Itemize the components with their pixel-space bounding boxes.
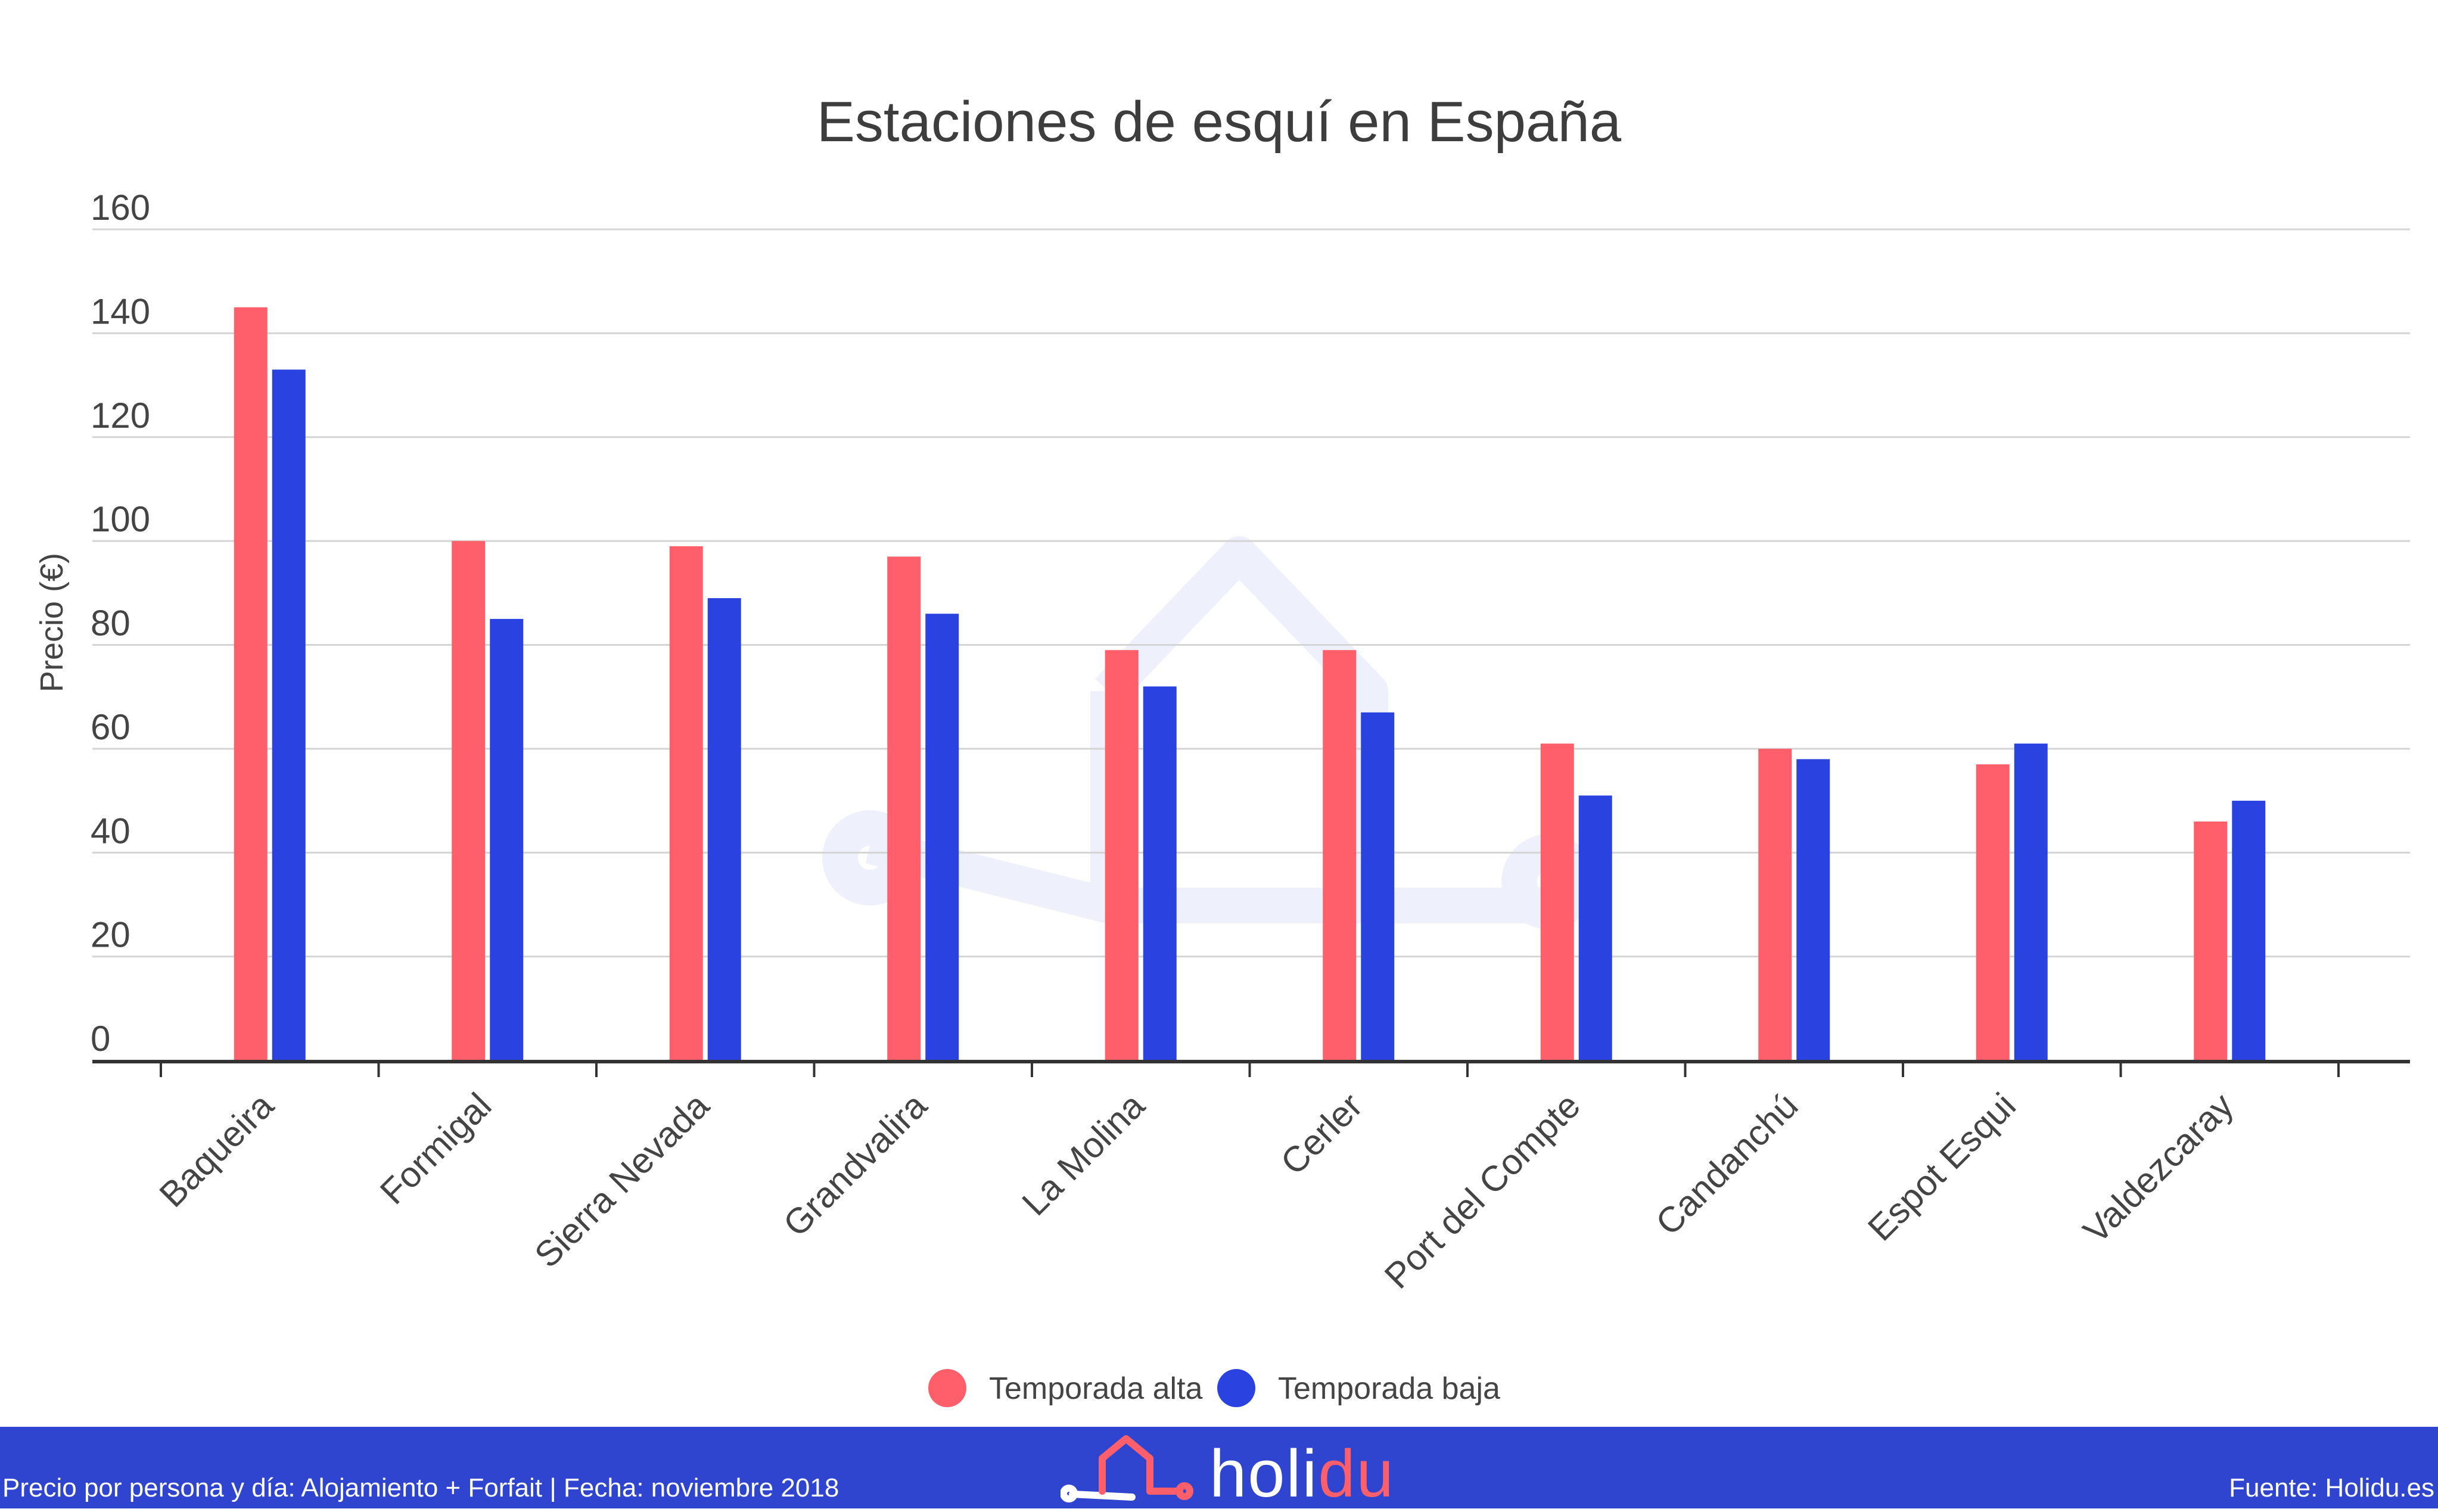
x-tick-label: Candanchú: [1648, 1085, 1805, 1243]
bar-alta[interactable]: [1976, 764, 2010, 1060]
x-tick-label: Valdezcaray: [2076, 1085, 2241, 1251]
bar-alta[interactable]: [1758, 748, 1792, 1060]
bar-chart: 0 20 40 60 80 100 120 140 160 Baqueira Formigal Si…: [34, 188, 2410, 1407]
legend-label: Temporada baja: [1278, 1371, 1500, 1406]
x-tick-label: La Molina: [1015, 1085, 1153, 1223]
bar-alta[interactable]: [1105, 650, 1139, 1060]
footer-bar: Precio por persona y día: Alojamiento + …: [0, 1427, 2438, 1511]
bar-baja[interactable]: [1796, 759, 1830, 1060]
y-tick-label: 120: [91, 396, 150, 435]
brand-main: holi: [1209, 1436, 1318, 1511]
y-axis-label: Precio (€): [34, 553, 70, 692]
y-tick-label: 40: [91, 811, 130, 851]
x-tick-label: Grandvalira: [776, 1085, 935, 1244]
y-tick-label: 160: [91, 188, 150, 228]
x-tick-label: Baqueira: [152, 1085, 282, 1215]
bar-baja[interactable]: [490, 618, 524, 1060]
bar-alta[interactable]: [1323, 650, 1357, 1060]
bar-baja[interactable]: [1578, 795, 1612, 1060]
footer-source: Fuente: Holidu.es: [2229, 1473, 2434, 1502]
y-tick-label: 0: [91, 1019, 110, 1059]
y-tick-label: 20: [91, 915, 130, 955]
y-tick-label: 60: [91, 707, 130, 747]
brand-logo[interactable]: holidu: [1060, 1432, 1394, 1511]
legend-label: Temporada alta: [989, 1371, 1203, 1406]
bar-baja[interactable]: [707, 598, 741, 1060]
y-tick-label: 80: [91, 603, 130, 643]
legend-marker: [1217, 1369, 1255, 1407]
bar-alta[interactable]: [1540, 743, 1574, 1060]
bar-alta[interactable]: [2194, 821, 2228, 1060]
bar-alta[interactable]: [887, 556, 921, 1060]
bar-baja[interactable]: [1361, 712, 1395, 1060]
brand-accent: du: [1318, 1436, 1395, 1511]
x-tick-label: Port del Compte: [1377, 1085, 1588, 1296]
y-tick-label: 140: [91, 291, 150, 331]
bar-alta[interactable]: [234, 307, 268, 1060]
bar-baja[interactable]: [2014, 743, 2048, 1060]
x-tick-label: Formigal: [372, 1085, 499, 1212]
bar-baja[interactable]: [2232, 801, 2266, 1060]
house-logo-icon: [1060, 1435, 1193, 1502]
x-tick-label: Sierra Nevada: [527, 1085, 717, 1275]
bar-alta[interactable]: [669, 546, 703, 1060]
chart-title: Estaciones de esquí en España: [816, 90, 1622, 154]
legend-marker: [928, 1369, 966, 1407]
x-tick-label: Cerler: [1273, 1085, 1370, 1183]
bar-alta[interactable]: [452, 541, 486, 1060]
x-tick-label: Espot Esqui: [1860, 1085, 2023, 1249]
brand-wordmark: holidu: [1209, 1435, 1395, 1512]
bar-baja[interactable]: [272, 369, 306, 1060]
bar-baja[interactable]: [1143, 686, 1177, 1060]
y-tick-label: 100: [91, 499, 150, 539]
footer-note: Precio por persona y día: Alojamiento + …: [2, 1473, 839, 1502]
bar-baja[interactable]: [925, 614, 959, 1060]
